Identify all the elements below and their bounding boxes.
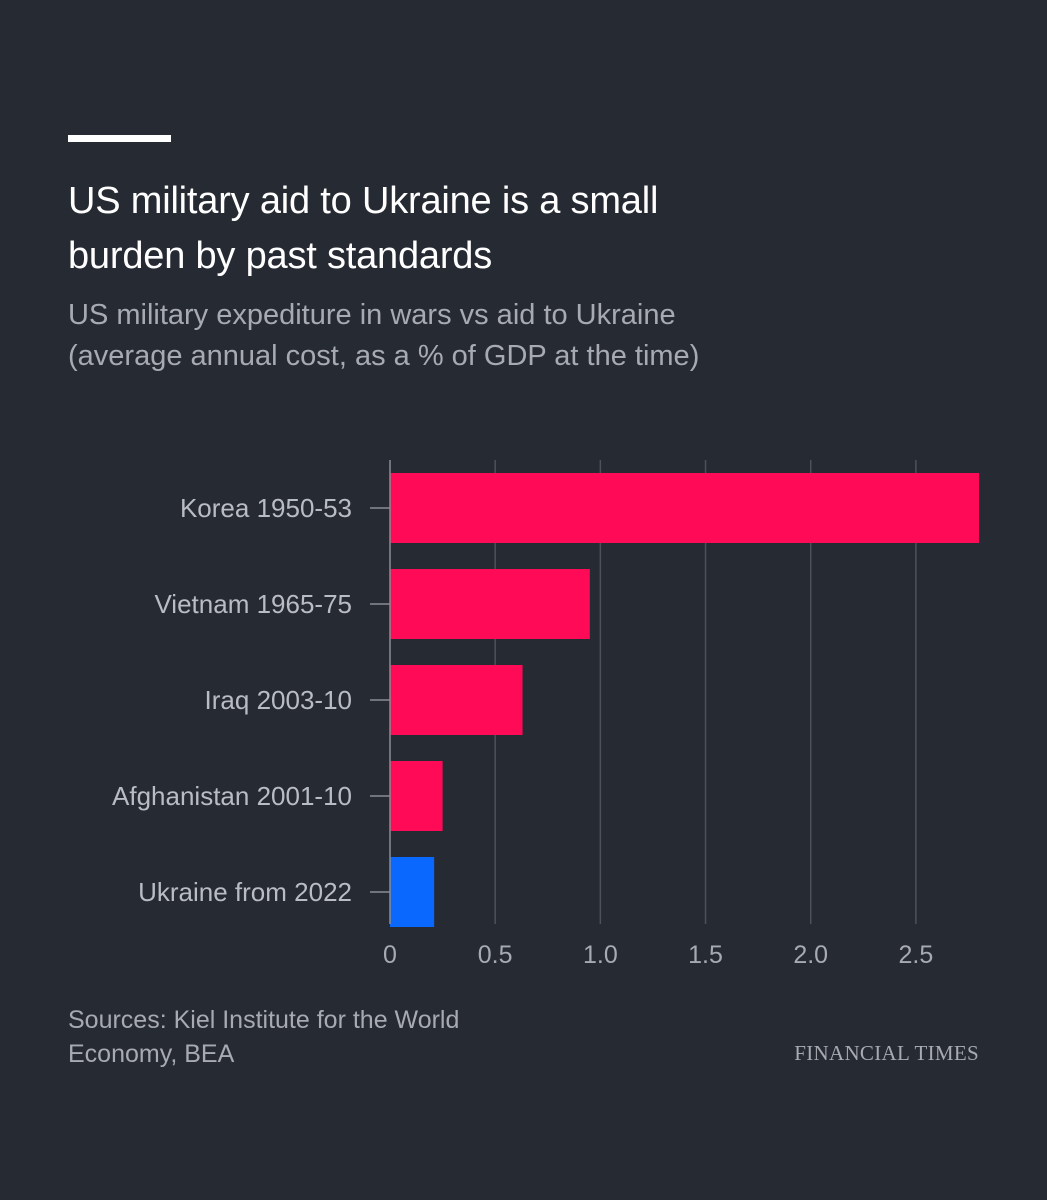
- chart-title: US military aid to Ukraine is a small bu…: [68, 174, 968, 284]
- x-tick-label-0: 0: [383, 941, 397, 969]
- category-label-2: Iraq 2003-10: [205, 685, 352, 715]
- financial-times-logo: FINANCIAL TIMES: [794, 1041, 979, 1065]
- bar-2: [390, 665, 523, 735]
- category-label-3: Afghanistan 2001-10: [112, 781, 352, 811]
- chart-subtitle: US military expediture in wars vs aid to…: [68, 295, 968, 377]
- x-tick-label-5: 2.5: [899, 941, 934, 969]
- chart-title-line-2: burden by past standards: [68, 235, 493, 277]
- bar-1: [390, 569, 590, 639]
- title-rule: [68, 135, 171, 142]
- bar-0: [390, 473, 979, 543]
- source-line-1: Sources: Kiel Institute for the World: [68, 1006, 460, 1034]
- source-line-2: Economy, BEA: [68, 1040, 235, 1068]
- x-tick-label-4: 2.0: [793, 941, 828, 969]
- category-label-0: Korea 1950-53: [180, 493, 352, 523]
- chart-subtitle-line-1: US military expediture in wars vs aid to…: [68, 299, 676, 331]
- x-tick-label-2: 1.0: [583, 941, 618, 969]
- bar-4: [390, 857, 435, 927]
- bar-3: [390, 761, 443, 831]
- bar-chart: Korea 1950-53 Vietnam 1965-75 Iraq 2003-10…: [112, 460, 979, 969]
- x-tick-label-1: 0.5: [478, 941, 513, 969]
- x-tick-label-3: 1.5: [688, 941, 723, 969]
- chart-subtitle-line-2: (average annual cost, as a % of GDP at t…: [68, 340, 700, 372]
- source-note: Sources: Kiel Institute for the World Ec…: [68, 1003, 459, 1071]
- chart-title-line-1: US military aid to Ukraine is a small: [68, 180, 659, 222]
- category-label-4: Ukraine from 2022: [138, 877, 352, 907]
- category-label-1: Vietnam 1965-75: [154, 589, 352, 619]
